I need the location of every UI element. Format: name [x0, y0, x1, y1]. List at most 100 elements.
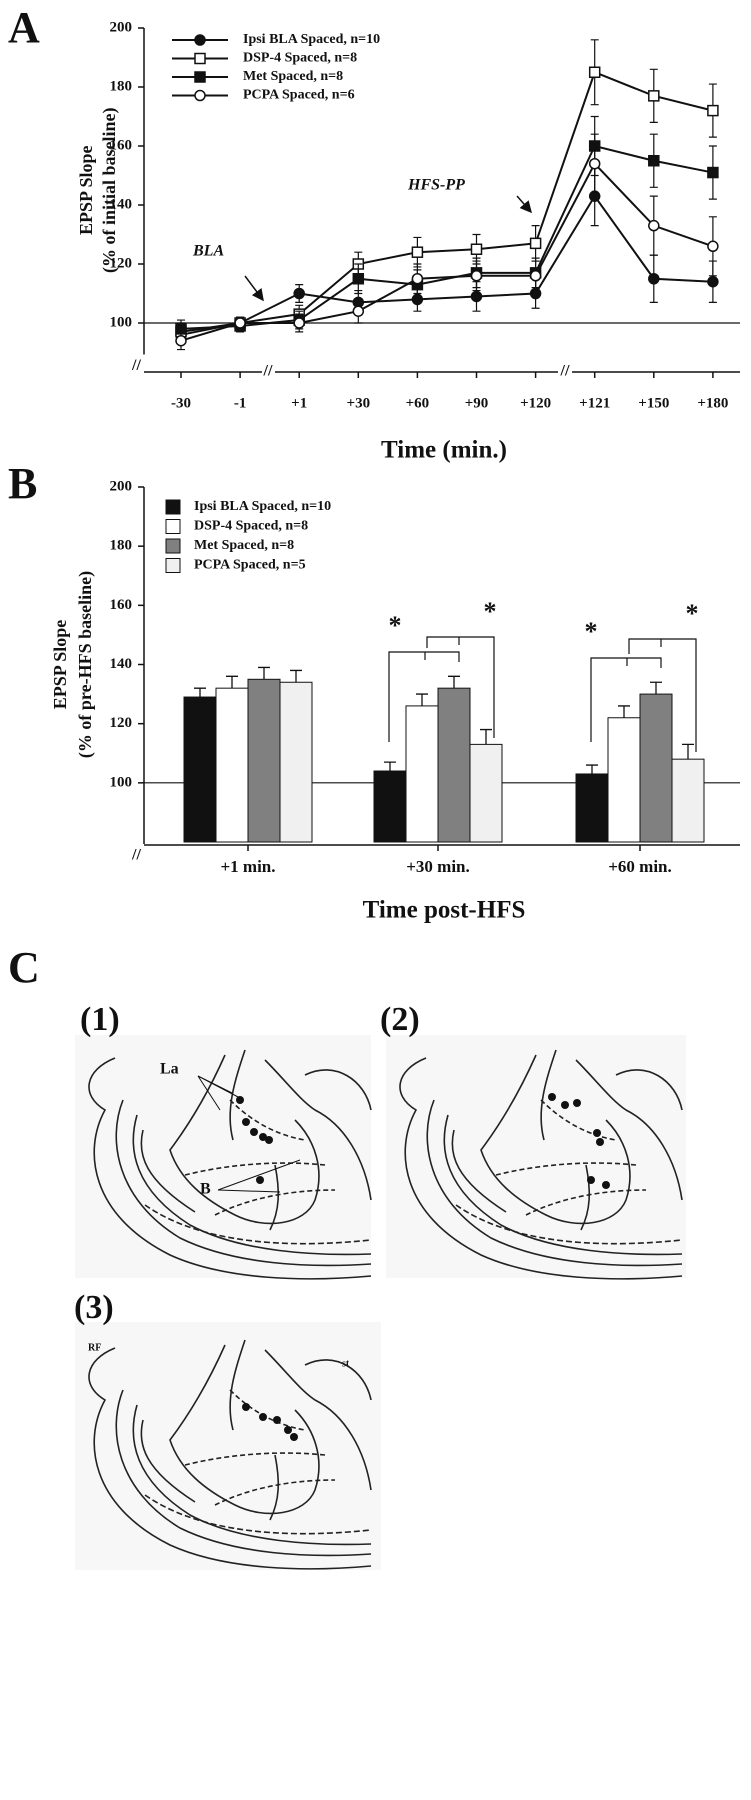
- marker: [707, 104, 719, 117]
- legend-label: PCPA Spaced, n=5: [194, 558, 306, 573]
- y-tick-label: 100: [110, 314, 133, 330]
- y-axis-label: (% of pre-HFS baseline): [75, 571, 96, 758]
- legend-label: Met Spaced, n=8: [243, 69, 343, 84]
- region-label: B: [200, 1181, 211, 1198]
- x-tick-label: +121: [579, 395, 610, 411]
- legend-label: DSP-4 Spaced, n=8: [194, 519, 308, 534]
- marker: [352, 273, 365, 285]
- significance-star: *: [389, 611, 402, 640]
- legend-swatch: [165, 538, 181, 554]
- legend-label: Ipsi BLA Spaced, n=10: [243, 32, 380, 47]
- y-tick-label: 180: [110, 78, 133, 94]
- panel-letter: A: [8, 3, 40, 52]
- legend-marker: [194, 52, 206, 65]
- axis-break: //: [560, 363, 570, 380]
- bar: [279, 681, 313, 843]
- section-label: (2): [380, 1001, 420, 1038]
- region-label: RF: [88, 1342, 101, 1353]
- marker: [588, 66, 601, 78]
- y-tick-label: 160: [110, 597, 133, 613]
- legend-marker: [194, 34, 206, 46]
- bar: [639, 693, 673, 843]
- error-bar: [290, 669, 302, 683]
- y-tick-label: 120: [110, 255, 133, 271]
- annotation: HFS-PP: [407, 177, 465, 194]
- y-axis-label: (% of initial baseline): [99, 107, 120, 273]
- error-bar: [258, 666, 270, 680]
- significance-star: *: [686, 599, 699, 628]
- y-axis-label: EPSP Slope: [50, 620, 70, 710]
- marker: [648, 155, 660, 167]
- bar: [607, 717, 641, 843]
- legend-label: Ipsi BLA Spaced, n=10: [194, 499, 331, 514]
- y-tick-label: 200: [110, 19, 133, 35]
- marker: [411, 273, 424, 285]
- y-tick-label: 140: [110, 656, 133, 672]
- x-tick-label: +30: [347, 395, 371, 411]
- marker: [411, 246, 424, 258]
- error-bar: [448, 675, 460, 689]
- y-tick-label: 120: [110, 715, 133, 731]
- x-tick-label: -1: [234, 395, 247, 411]
- marker: [529, 237, 542, 250]
- bar: [183, 696, 217, 843]
- region-label: st: [342, 1358, 350, 1369]
- marker: [648, 90, 660, 102]
- y-tick-label: 200: [110, 478, 133, 494]
- legend-marker: [194, 89, 206, 102]
- error-bar: [618, 705, 630, 718]
- arrow: [244, 275, 264, 302]
- error-bar: [682, 743, 694, 760]
- error-bar: [194, 687, 206, 698]
- error-bar: [226, 675, 238, 689]
- error-bar: [586, 764, 598, 774]
- x-tick-label: +150: [638, 395, 669, 411]
- bar: [247, 678, 281, 843]
- line: [180, 70, 714, 333]
- marker: [529, 270, 542, 282]
- panel-letter: C: [8, 943, 40, 992]
- marker: [707, 166, 719, 179]
- marker: [293, 317, 305, 329]
- marker: [352, 305, 365, 317]
- marker: [707, 240, 719, 253]
- marker: [648, 219, 660, 232]
- y-tick-label: 160: [110, 137, 133, 153]
- legend-swatch: [165, 519, 181, 534]
- significance-brackets: [388, 636, 697, 752]
- arrow: [516, 195, 532, 214]
- significance-star: *: [484, 597, 497, 626]
- bar: [469, 743, 503, 843]
- y-tick-label: 180: [110, 538, 133, 554]
- y-tick-label: 100: [110, 774, 133, 790]
- error-bar: [650, 681, 662, 695]
- axis-break: //: [263, 363, 273, 380]
- section-label: (3): [74, 1289, 114, 1326]
- marker: [234, 317, 246, 329]
- bar: [671, 758, 705, 843]
- x-tick-label: -30: [171, 395, 191, 411]
- significance-star: *: [585, 617, 598, 646]
- legend-label: DSP-4 Spaced, n=8: [243, 51, 357, 66]
- error-bar: [480, 728, 492, 745]
- x-tick-label: +90: [465, 395, 489, 411]
- electrode-sites: [236, 1093, 610, 1441]
- marker: [470, 243, 483, 255]
- marker: [588, 157, 601, 170]
- bar: [437, 687, 471, 843]
- error-bar: [416, 693, 428, 706]
- axis-break: //: [131, 847, 141, 864]
- section-bg: [75, 1322, 381, 1570]
- x-axis-label: Time post-HFS: [363, 897, 526, 924]
- x-tick-label: +1 min.: [220, 857, 275, 876]
- marker: [707, 275, 719, 288]
- legend-label: Met Spaced, n=8: [194, 538, 294, 553]
- bar: [575, 773, 609, 843]
- marker: [293, 287, 305, 300]
- legend-swatch: [165, 558, 181, 573]
- histology: [75, 1035, 686, 1570]
- section-bg: [386, 1035, 686, 1278]
- x-tick-label: +120: [520, 395, 551, 411]
- x-tick-label: +60 min.: [608, 857, 672, 876]
